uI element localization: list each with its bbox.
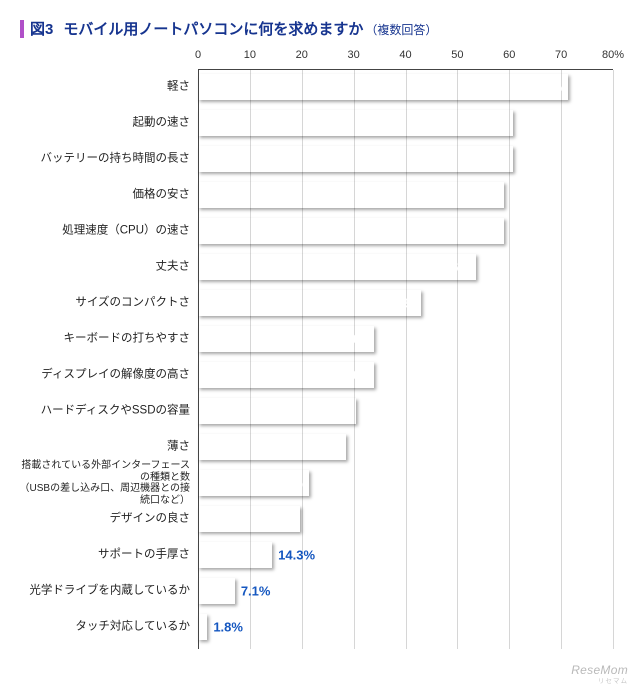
bar-row: ディスプレイの解像度の高さ33.9% [198, 357, 613, 393]
bar-label: 処理速度（CPU）の速さ [18, 224, 198, 237]
bar [198, 542, 272, 568]
bar-row: 処理速度（CPU）の速さ58.9% [198, 213, 613, 249]
bar-value: 1.8% [213, 620, 243, 635]
bar-label: 軽さ [18, 80, 198, 93]
bar-value: 21.4% [266, 476, 303, 491]
bar-value: 33.9% [331, 368, 368, 383]
x-tick-label: 50 [451, 49, 463, 61]
bar: 33.9% [198, 362, 374, 388]
bar-row: 薄さ28.6% [198, 429, 613, 465]
bar-value: 58.9% [461, 224, 498, 239]
x-tick-label: 10 [244, 49, 256, 61]
bar-row: サイズのコンパクトさ42.9% [198, 285, 613, 321]
title-text: モバイル用ノートパソコンに何を求めますか [63, 18, 363, 39]
bar-row: タッチ対応しているか1.8% [198, 609, 613, 645]
bar-label: サイズのコンパクトさ [18, 296, 198, 309]
title-subtext: （複数回答） [365, 21, 437, 38]
bar-value: 71.4% [526, 80, 563, 95]
bar-row: 軽さ71.4% [198, 69, 613, 105]
bar-value: 19.6% [257, 512, 294, 527]
bar-value: 30.4% [313, 404, 350, 419]
bar: 58.9% [198, 182, 504, 208]
x-tick-label: 40 [399, 49, 411, 61]
bar-label: ハードディスクやSSDの容量 [18, 404, 198, 417]
bar-label: ディスプレイの解像度の高さ [18, 368, 198, 381]
bar-value: 42.9% [378, 296, 415, 311]
bar-label: 搭載されている外部インターフェースの種類と数（USBの差し込み口、周辺機器との接… [18, 460, 198, 506]
watermark: ReseMom リセマム [571, 663, 628, 685]
bar-row: キーボードの打ちやすさ33.9% [198, 321, 613, 357]
bar-label: 起動の速さ [18, 116, 198, 129]
bar-value: 58.9% [461, 188, 498, 203]
bar: 19.6% [198, 506, 300, 532]
bar: 30.4% [198, 398, 356, 424]
bar [198, 614, 207, 640]
bar-value: 28.6% [303, 440, 340, 455]
bar-label: バッテリーの持ち時間の長さ [18, 152, 198, 165]
bar-row: 光学ドライブを内蔵しているか7.1% [198, 573, 613, 609]
x-tick-label: 0 [195, 49, 201, 61]
bar-label: 薄さ [18, 440, 198, 453]
bar: 60.7% [198, 146, 513, 172]
x-tick-label: 20 [296, 49, 308, 61]
bar-row: サポートの手厚さ14.3% [198, 537, 613, 573]
x-tick-label: 80% [602, 49, 624, 61]
x-tick-label: 70 [555, 49, 567, 61]
bar-row: バッテリーの持ち時間の長さ60.7% [198, 141, 613, 177]
bar: 60.7% [198, 110, 513, 136]
bar: 71.4% [198, 74, 568, 100]
chart-title: 図3 モバイル用ノートパソコンに何を求めますか （複数回答） [20, 18, 620, 39]
x-tick-label: 60 [503, 49, 515, 61]
bar-label: 丈夫さ [18, 260, 198, 273]
bar-value: 53.6% [433, 260, 470, 275]
bar-row: 丈夫さ53.6% [198, 249, 613, 285]
bar-row: 搭載されている外部インターフェースの種類と数（USBの差し込み口、周辺機器との接… [198, 465, 613, 501]
gridline [613, 70, 614, 649]
bar-value: 7.1% [241, 584, 271, 599]
bar-label: キーボードの打ちやすさ [18, 332, 198, 345]
bar: 53.6% [198, 254, 476, 280]
bar: 33.9% [198, 326, 374, 352]
bar-value: 14.3% [278, 548, 315, 563]
bar-label: 価格の安さ [18, 188, 198, 201]
bars-container: 軽さ71.4%起動の速さ60.7%バッテリーの持ち時間の長さ60.7%価格の安さ… [198, 69, 613, 645]
bar-label: タッチ対応しているか [18, 620, 198, 633]
bar: 21.4% [198, 470, 309, 496]
bar-row: デザインの良さ19.6% [198, 501, 613, 537]
bar: 28.6% [198, 434, 346, 460]
figure-label: 図3 [30, 18, 53, 39]
bar: 58.9% [198, 218, 504, 244]
x-tick-label: 30 [348, 49, 360, 61]
bar-chart: 01020304050607080% 軽さ71.4%起動の速さ60.7%バッテリ… [198, 53, 613, 653]
x-axis-labels: 01020304050607080% [198, 49, 613, 65]
title-marker [20, 20, 24, 38]
bar-label: 光学ドライブを内蔵しているか [18, 584, 198, 597]
bar-row: 価格の安さ58.9% [198, 177, 613, 213]
bar-value: 60.7% [470, 116, 507, 131]
bar [198, 578, 235, 604]
bar-row: ハードディスクやSSDの容量30.4% [198, 393, 613, 429]
bar-value: 33.9% [331, 332, 368, 347]
bar-value: 60.7% [470, 152, 507, 167]
bar-row: 起動の速さ60.7% [198, 105, 613, 141]
bar-label: デザインの良さ [18, 512, 198, 525]
bar-label: サポートの手厚さ [18, 548, 198, 561]
bar: 42.9% [198, 290, 421, 316]
